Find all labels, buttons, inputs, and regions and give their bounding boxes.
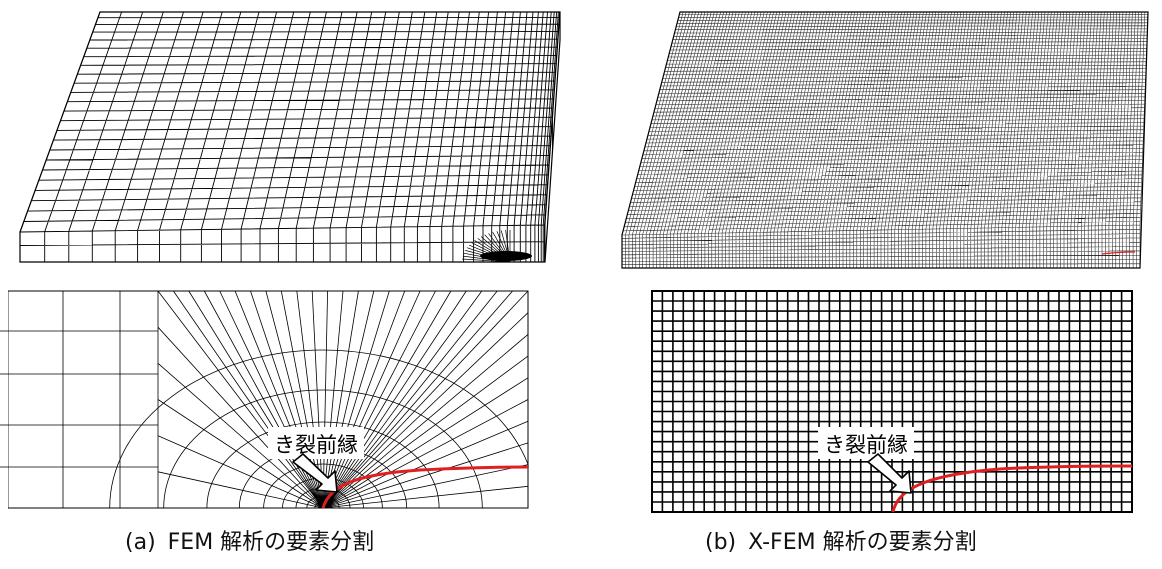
fem-crack-front-label: き裂前縁	[274, 433, 358, 457]
caption-b-text: X-FEM 解析の要素分割	[748, 530, 977, 555]
caption-b-tag: (b)	[705, 530, 737, 555]
fem-crack-arrow-icon	[292, 453, 338, 493]
xfem-3d-mesh	[621, 11, 1149, 269]
fem-crack-detail-mesh	[0, 284, 569, 514]
caption-a-text: FEM 解析の要素分割	[167, 530, 375, 555]
xfem-crack-arrow-icon	[867, 453, 912, 494]
caption-a-tag: (a)	[125, 530, 156, 555]
caption-a: (a) FEM 解析の要素分割	[125, 524, 374, 556]
fem-3d-mesh	[19, 11, 561, 263]
xfem-crack-front-label: き裂前縁	[824, 433, 908, 457]
fem-crack-annotation: き裂前縁	[268, 427, 364, 493]
xfem-crack-annotation: き裂前縁	[818, 427, 914, 494]
caption-b: (b) X-FEM 解析の要素分割	[705, 524, 977, 556]
